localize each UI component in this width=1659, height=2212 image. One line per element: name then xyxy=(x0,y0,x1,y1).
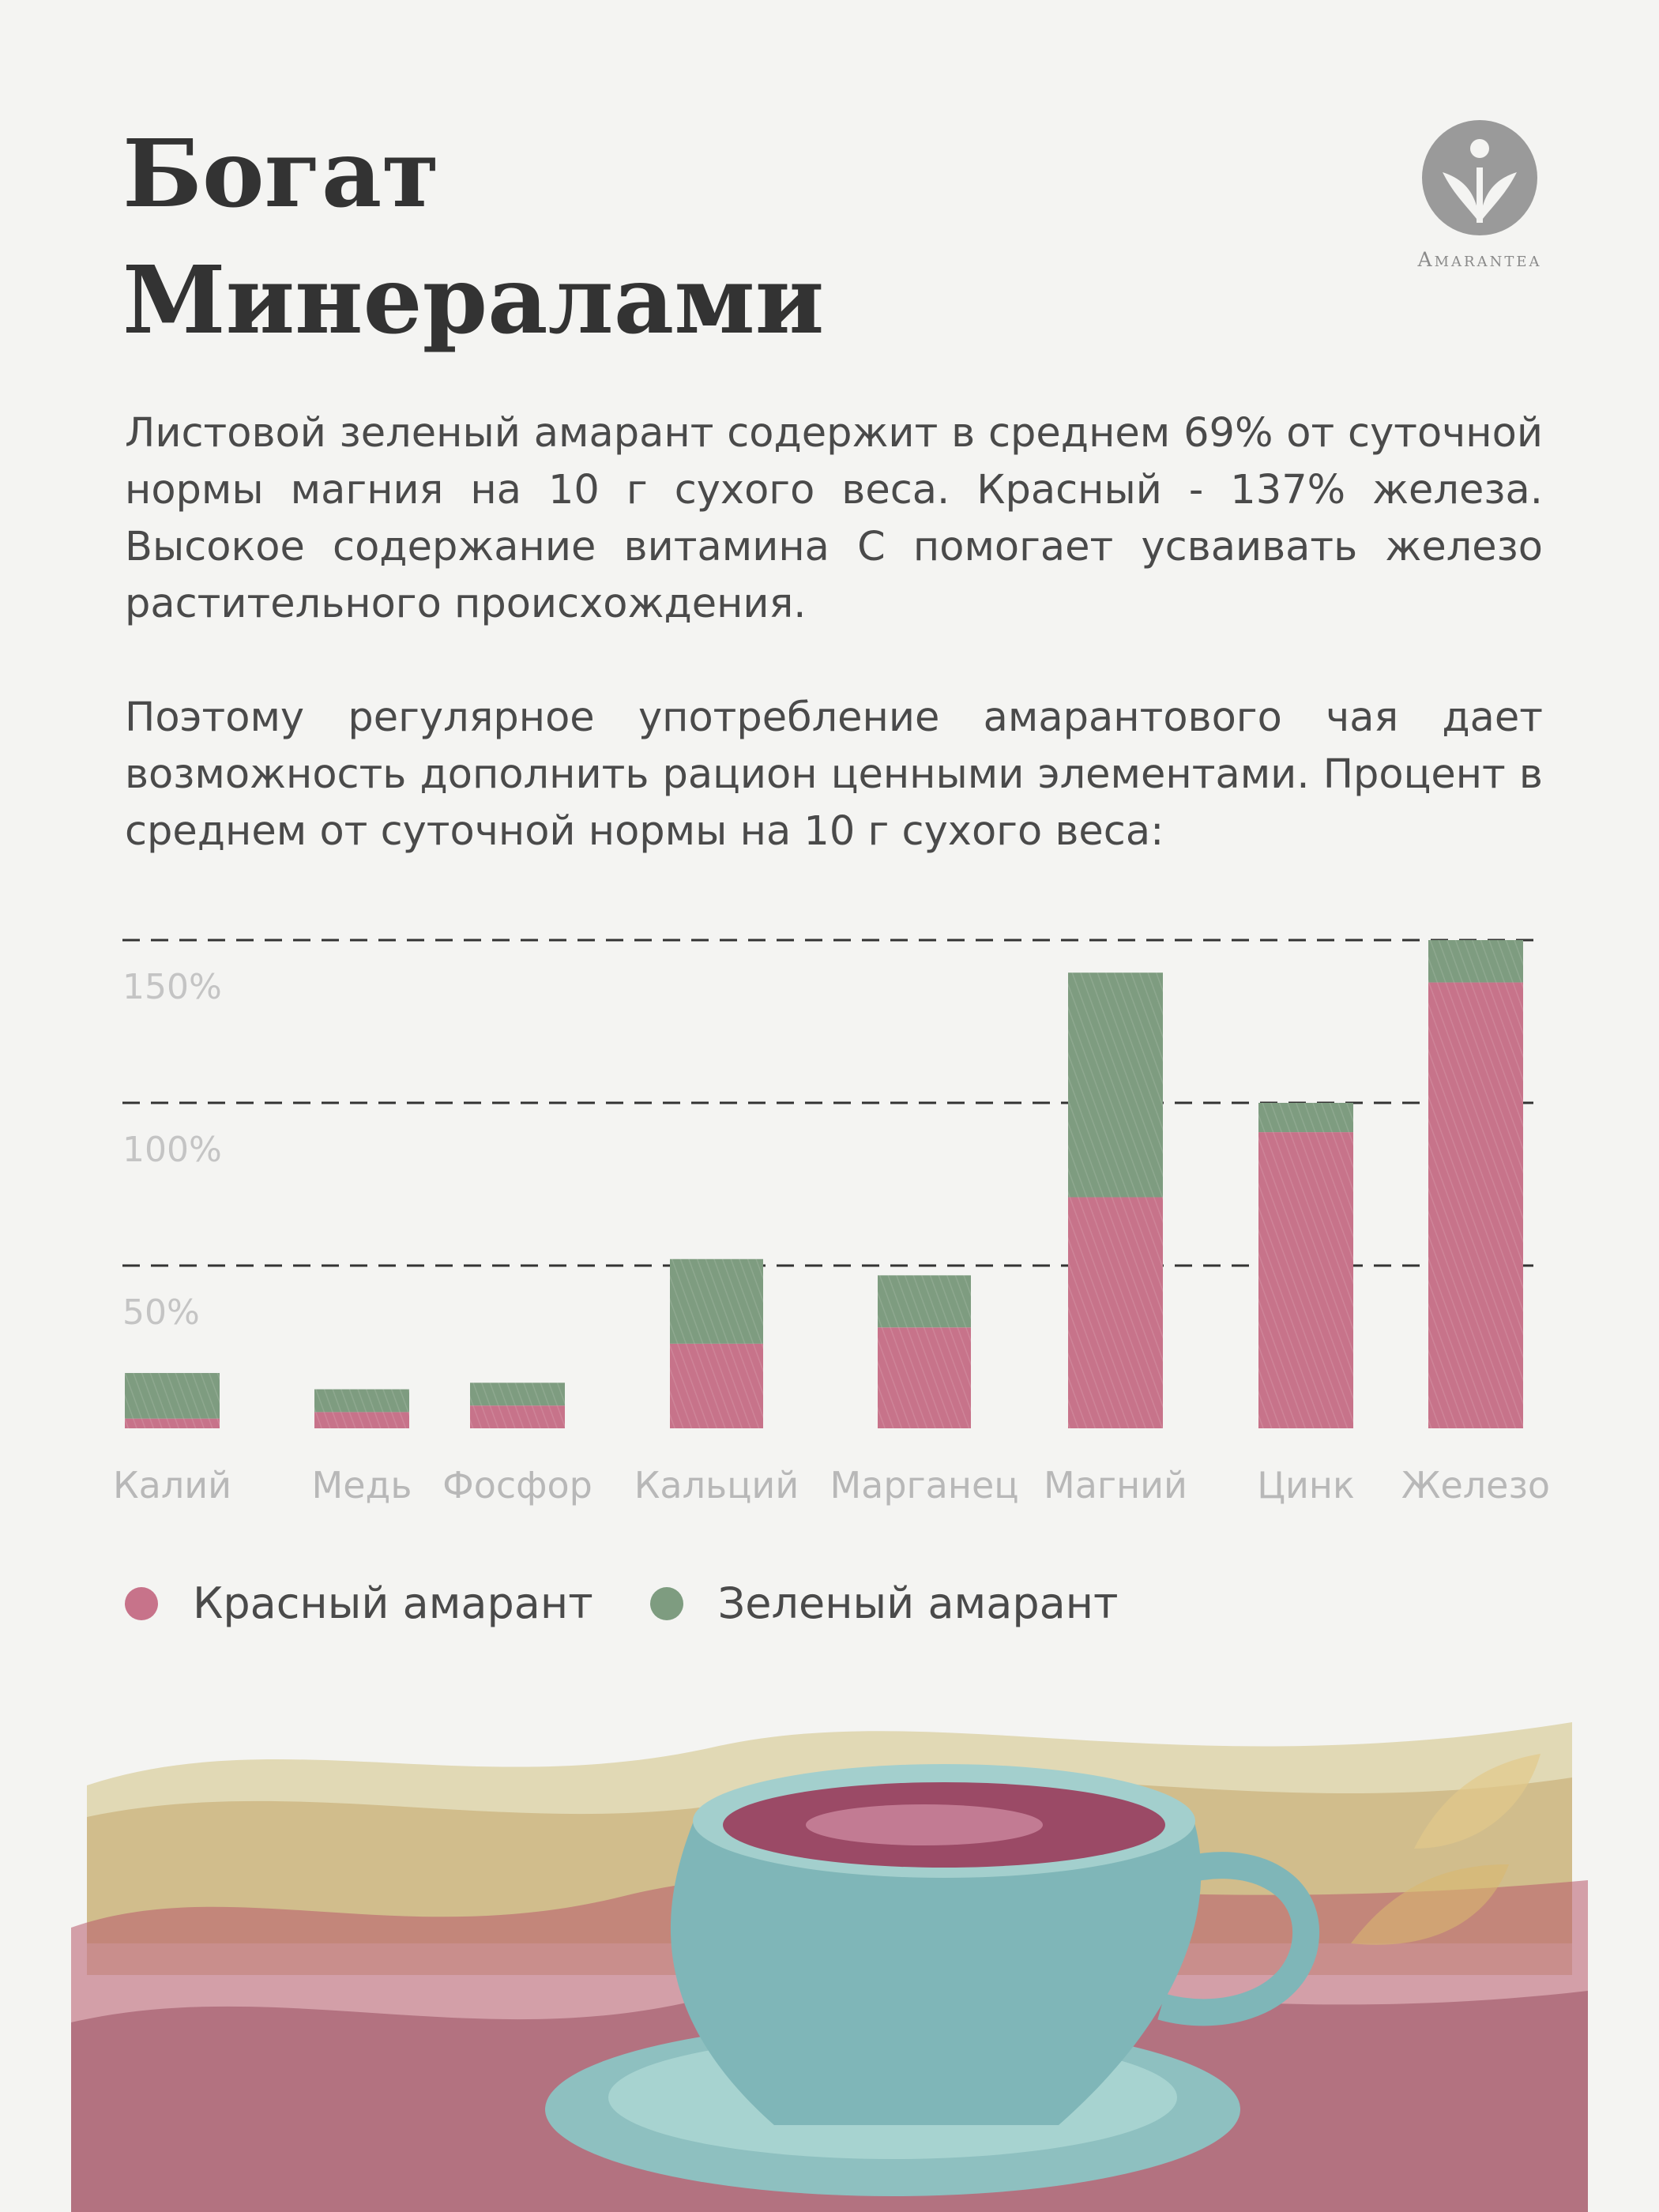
stacked-bar-chart: 50% 100% 150% Калий Медь Фосфор Кальций Маргане… xyxy=(113,939,1550,1507)
bar-texture xyxy=(1428,982,1523,1428)
sprout-icon xyxy=(1422,120,1537,235)
bar-texture xyxy=(314,1412,409,1428)
bar-texture xyxy=(470,1405,565,1428)
legend-label-green: Зеленый амарант xyxy=(717,1578,1119,1628)
legend-item-green: Зеленый амарант xyxy=(649,1578,1119,1628)
bar-texture xyxy=(1258,1132,1353,1428)
chart-intro-paragraph: Поэтому регулярное употребление амаранто… xyxy=(125,694,1543,855)
bar-texture xyxy=(1068,972,1163,1198)
bar-texture xyxy=(125,1418,220,1428)
x-tick-label: Калий xyxy=(113,1464,231,1507)
bar-texture xyxy=(878,1327,971,1428)
x-tick-label: Цинк xyxy=(1257,1464,1354,1507)
page-title: Богат Минералами xyxy=(122,111,824,363)
legend-label-red: Красный амарант xyxy=(193,1578,593,1628)
legend-item-red: Красный амарант xyxy=(125,1578,593,1628)
bar-texture xyxy=(1068,1197,1163,1428)
bar-texture xyxy=(670,1343,763,1428)
x-tick-label: Фосфор xyxy=(442,1464,592,1507)
bar-texture xyxy=(878,1275,971,1328)
title-line-1: Богат xyxy=(122,118,440,228)
legend-swatch-green xyxy=(649,1586,683,1620)
chart-legend: Красный амарант Зеленый амарант xyxy=(125,1578,1176,1628)
legend-swatch-red xyxy=(125,1586,158,1620)
x-tick-label: Медь xyxy=(312,1464,412,1507)
x-tick-label: Марганец xyxy=(830,1464,1018,1507)
bar-texture xyxy=(314,1389,409,1413)
bar-texture xyxy=(1258,1103,1353,1133)
bar-texture xyxy=(1428,940,1523,983)
bar-texture xyxy=(125,1372,220,1419)
x-tick-label: Магний xyxy=(1044,1464,1187,1507)
brand-name: Amarantea xyxy=(1417,248,1542,271)
intro-paragraph: Листовой зеленый амарант содержит в сред… xyxy=(125,410,1543,627)
bar-texture xyxy=(670,1258,763,1344)
brand-logo: Amarantea xyxy=(1413,118,1547,271)
title-line-2: Минералами xyxy=(122,245,825,355)
y-tick-label: 100% xyxy=(122,1130,222,1170)
x-tick-label: Кальций xyxy=(634,1464,799,1507)
x-tick-label: Железо xyxy=(1401,1464,1550,1507)
bar-texture xyxy=(470,1382,565,1406)
y-tick-label: 50% xyxy=(122,1292,200,1333)
tea-cup-watercolor-icon xyxy=(71,1691,1588,2212)
y-tick-label: 150% xyxy=(122,967,222,1007)
